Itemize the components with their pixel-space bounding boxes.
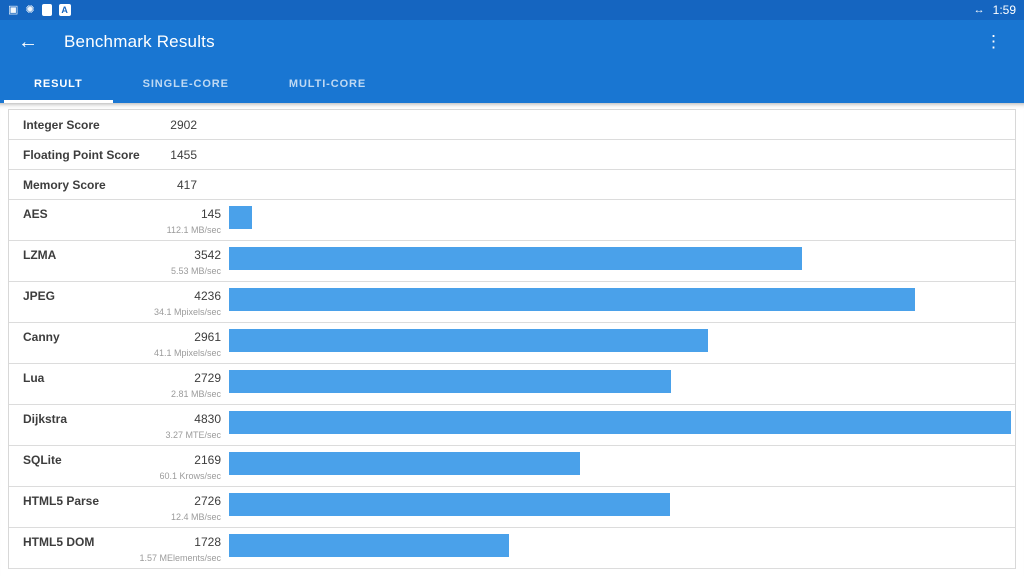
letter-a-icon: A [58,4,71,16]
benchmark-score: 2726 [194,494,221,508]
status-icons-left: ▣ ✺ A [8,4,71,16]
score-row-floating-point: Floating Point Score 1455 [9,140,1015,170]
tab-bar: RESULT SINGLE-CORE MULTI-CORE [0,64,1024,103]
benchmark-score: 2729 [194,371,221,385]
benchmark-bar [229,493,671,516]
back-button[interactable]: ← [18,30,38,53]
benchmark-rate: 12.4 MB/sec [170,512,221,522]
score-label: Memory Score [23,177,106,192]
benchmark-name: LZMA [23,248,57,262]
benchmark-rate: 2.81 MB/sec [170,389,221,399]
benchmark-score: 4830 [194,412,221,426]
benchmark-row-canny: Canny 2961 41.1 Mpixels/sec [9,323,1015,364]
benchmark-bar [229,247,803,270]
score-row-memory: Memory Score 417 [9,170,1015,200]
status-bar: ▣ ✺ A ↔ 1:59 [0,0,1024,20]
benchmark-bar [229,534,509,557]
benchmark-score: 2961 [194,330,221,344]
benchmark-rate: 3.27 MTE/sec [165,430,221,440]
benchmark-name: SQLite [23,453,62,467]
benchmark-name: JPEG [23,289,56,303]
sim-card-icon [41,4,52,16]
overflow-menu-button[interactable]: ⋮ [985,32,1002,51]
benchmark-row-lzma: LZMA 3542 5.53 MB/sec [9,241,1015,282]
tab-result[interactable]: RESULT [4,64,113,103]
page-title: Benchmark Results [64,32,215,51]
benchmark-row-jpeg: JPEG 4236 34.1 Mpixels/sec [9,282,1015,323]
benchmark-score: 2169 [194,453,221,467]
benchmark-name: Dijkstra [23,412,68,426]
benchmark-rate: 41.1 Mpixels/sec [153,348,221,358]
app-bar: ← Benchmark Results ⋮ [0,20,1024,64]
benchmark-rate: 112.1 MB/sec [166,225,221,235]
benchmark-row-aes: AES 145 112.1 MB/sec [9,200,1015,241]
benchmark-bar [229,288,915,311]
benchmark-rate: 34.1 Mpixels/sec [153,307,221,317]
benchmark-row-html5-parse: HTML5 Parse 2726 12.4 MB/sec [9,487,1015,528]
benchmark-rate: 60.1 Krows/sec [159,471,221,481]
score-value: 2902 [170,117,197,132]
benchmark-rate: 5.53 MB/sec [170,266,221,276]
benchmark-bar [229,452,581,475]
score-row-integer: Integer Score 2902 [9,110,1015,140]
results-card: Integer Score 2902 Floating Point Score … [8,109,1016,569]
benchmark-name: HTML5 Parse [23,494,100,508]
benchmark-score: 3542 [194,248,221,262]
usb-debug-icon: ↔ [973,3,985,16]
benchmark-row-lua: Lua 2729 2.81 MB/sec [9,364,1015,405]
benchmark-row-dijkstra: Dijkstra 4830 3.27 MTE/sec [9,405,1015,446]
benchmark-bar [229,370,671,393]
benchmark-bar [229,329,709,352]
score-label: Integer Score [23,117,100,132]
tab-single-core[interactable]: SINGLE-CORE [142,77,229,90]
benchmark-score: 4236 [194,289,221,303]
score-value: 417 [176,177,197,192]
benchmark-bar [229,206,253,229]
benchmark-row-sqlite: SQLite 2169 60.1 Krows/sec [9,446,1015,487]
benchmark-row-html5-dom: HTML5 DOM 1728 1.57 MElements/sec [9,528,1015,569]
benchmark-score: 145 [200,207,221,221]
benchmark-name: AES [23,207,48,221]
status-icons-right: ↔ 1:59 [974,3,1016,17]
results-content: Integer Score 2902 Floating Point Score … [0,103,1024,576]
benchmark-bar [229,411,1011,434]
screenshot-icon: ▣ [8,3,19,16]
tab-multi-core[interactable]: MULTI-CORE [288,77,367,90]
status-time: 1:59 [992,3,1016,17]
benchmark-name: HTML5 DOM [23,535,95,549]
benchmark-name: Canny [23,330,60,344]
benchmark-rate: 1.57 MElements/sec [139,553,221,563]
score-value: 1455 [170,147,197,162]
benchmark-name: Lua [23,371,45,385]
settings-icon: ✺ [25,3,35,16]
benchmark-score: 1728 [194,535,221,549]
score-label: Floating Point Score [23,147,140,162]
